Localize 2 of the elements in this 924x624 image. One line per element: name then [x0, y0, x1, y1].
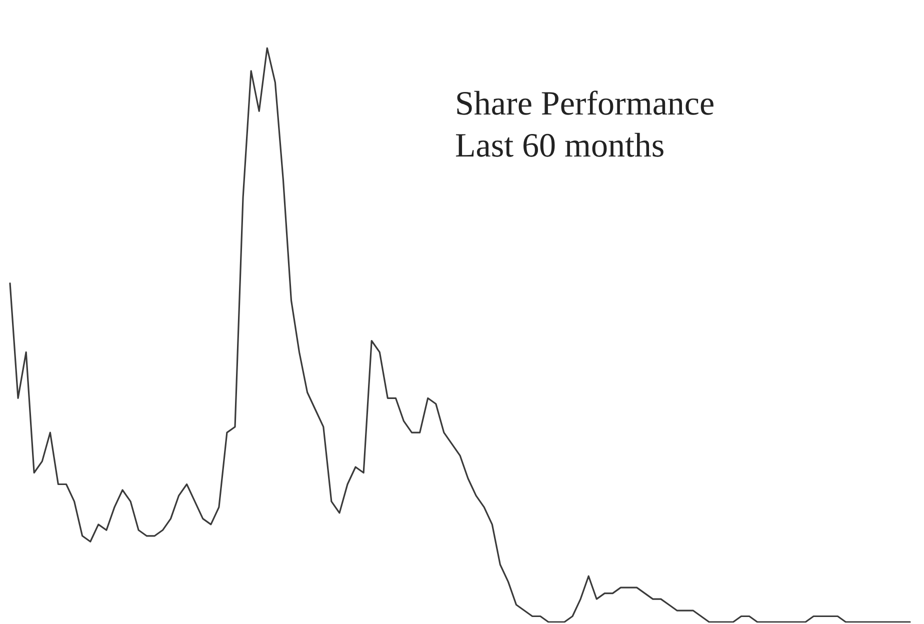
text: Share Performance [455, 86, 715, 122]
text: Last 60 months [455, 128, 665, 164]
